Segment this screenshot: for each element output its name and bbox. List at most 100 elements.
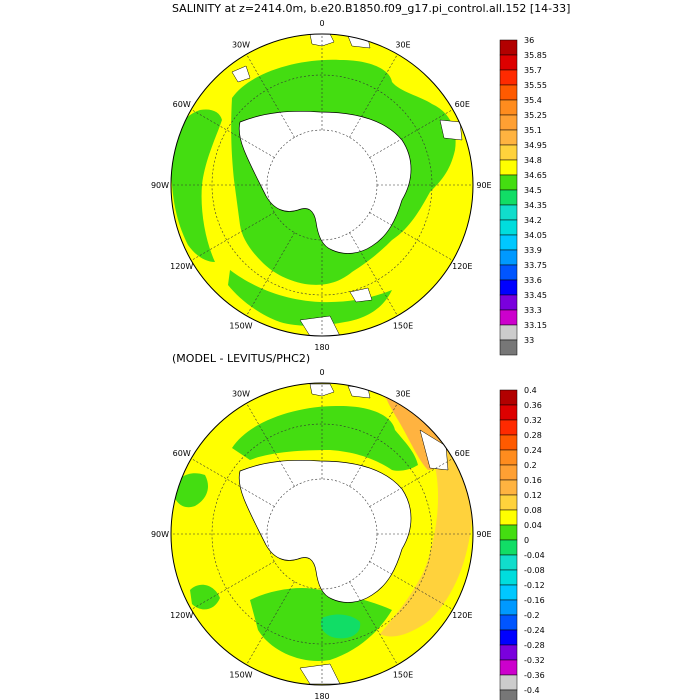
colorbar-label: 33 — [524, 336, 534, 345]
colorbar-label: 35.25 — [524, 111, 547, 120]
colorbar-swatch — [499, 144, 518, 161]
longitude-label: 150W — [229, 321, 252, 330]
colorbar-label: 0.36 — [524, 401, 542, 410]
colorbar-label: 34.05 — [524, 231, 547, 240]
colorbar-label: 35.55 — [524, 81, 547, 90]
longitude-labels: 0 30E 60E 90E 120E 150E 180 150W 120W 90W 60W 30W — [151, 368, 492, 700]
longitude-label: 120W — [170, 611, 193, 620]
teal-diff-region — [320, 614, 361, 639]
longitude-label: 120W — [170, 262, 193, 271]
colorbar-label: 0.16 — [524, 476, 542, 485]
colorbar-swatch — [499, 174, 518, 191]
colorbar-swatch — [499, 159, 518, 176]
longitude-labels: 0 30E 60E 90E 120E 150E 180 150W 120W 90W 60W 30W — [151, 19, 492, 352]
map-border — [170, 382, 474, 686]
colorbar-label: -0.16 — [524, 596, 545, 605]
colorbar-swatch — [499, 494, 518, 511]
meridian-line — [191, 561, 275, 610]
difference-colorbar: 0.4 0.36 0.32 0.28 0.24 0.2 0.16 0.12 0.08 0.04 0 -… — [499, 386, 545, 700]
colorbar-swatch — [499, 204, 518, 221]
colorbar-swatch — [499, 584, 518, 601]
longitude-label: 120E — [452, 611, 472, 620]
colorbar-swatch — [499, 419, 518, 436]
meridian-line — [369, 458, 453, 507]
colorbar-swatch — [499, 689, 518, 700]
meridian-line — [246, 581, 295, 665]
colorbar-label: 0 — [524, 536, 529, 545]
meridian-line — [349, 581, 398, 665]
meridian-line — [246, 54, 295, 138]
colorbar-swatch — [499, 84, 518, 101]
colorbar-swatch — [499, 479, 518, 496]
longitude-label: 60E — [455, 449, 470, 458]
colorbar-label: 33.6 — [524, 276, 542, 285]
colorbar-label: 35.4 — [524, 96, 542, 105]
difference-map: 0 30E 60E 90E 120E 150E 180 150W 120W 90W 60W 30W — [151, 368, 492, 700]
meridian-line — [246, 403, 295, 487]
colorbar-swatch — [499, 659, 518, 676]
colorbar-swatch — [499, 554, 518, 571]
longitude-label: 90W — [151, 530, 169, 539]
colorbar-label: 0.2 — [524, 461, 537, 470]
colorbar-label: -0.24 — [524, 626, 545, 635]
colorbar-label: 33.15 — [524, 321, 547, 330]
colorbar-swatch — [499, 99, 518, 116]
longitude-label: 90W — [151, 181, 169, 190]
meridians — [171, 34, 473, 336]
colorbar-swatch — [499, 599, 518, 616]
colorbar-swatch — [499, 539, 518, 556]
salinity-map: 0 30E 60E 90E 120E 150E 180 150W 120W 90W 60W 30W — [151, 19, 492, 352]
green-lower-band — [228, 270, 392, 326]
meridian-line — [246, 232, 295, 316]
colorbar-label: -0.32 — [524, 656, 545, 665]
meridian-line — [349, 232, 398, 316]
colorbar-label: 34.35 — [524, 201, 547, 210]
colorbar-label: 34.2 — [524, 216, 542, 225]
meridian-line — [191, 458, 275, 507]
colorbar-swatch — [499, 434, 518, 451]
colorbar-label: 33.75 — [524, 261, 547, 270]
colorbar-swatch — [499, 339, 518, 356]
colorbar-label: 34.95 — [524, 141, 547, 150]
map-border — [170, 33, 474, 337]
colorbar-swatch — [499, 114, 518, 131]
colorbar-label: -0.36 — [524, 671, 545, 680]
longitude-label: 30E — [395, 41, 410, 50]
colorbar-label: 0.4 — [524, 386, 537, 395]
colorbar-swatch — [499, 614, 518, 631]
colorbar-swatch — [499, 389, 518, 406]
colorbar-swatch — [499, 509, 518, 526]
colorbar-label: -0.4 — [524, 686, 540, 695]
longitude-label: 30W — [232, 390, 250, 399]
longitude-label: 60W — [173, 449, 191, 458]
panel2-title: (MODEL - LEVITUS/PHC2) — [172, 352, 311, 365]
land-patch — [231, 34, 463, 336]
colorbar-swatch — [499, 644, 518, 661]
colorbar-label: 0.32 — [524, 416, 542, 425]
colorbar-label: 34.5 — [524, 186, 542, 195]
colorbar-swatch — [499, 189, 518, 206]
colorbar-swatch — [499, 309, 518, 326]
antarctica — [238, 110, 412, 254]
colorbar-swatch — [499, 279, 518, 296]
colorbar-label: 33.3 — [524, 306, 542, 315]
longitude-label: 180 — [314, 343, 329, 352]
longitude-label: 150E — [393, 321, 413, 330]
longitude-label: 60E — [455, 100, 470, 109]
colorbar-label: 0.04 — [524, 521, 542, 530]
colorbar-swatch — [499, 629, 518, 646]
colorbar-swatch — [499, 464, 518, 481]
colorbar-label: 34.8 — [524, 156, 542, 165]
longitude-label: 60W — [173, 100, 191, 109]
colorbar-label: 35.7 — [524, 66, 542, 75]
colorbar-label: 0.08 — [524, 506, 542, 515]
green-diff-region — [232, 405, 418, 471]
colorbar-swatch — [499, 524, 518, 541]
antarctica — [238, 459, 412, 603]
colorbar-swatch — [499, 404, 518, 421]
colorbar-label: 0.28 — [524, 431, 542, 440]
colorbar-label: 0.12 — [524, 491, 542, 500]
colorbar-swatch — [499, 129, 518, 146]
panel1-title: SALINITY at z=2414.0m, b.e20.B1850.f09_g… — [172, 2, 571, 15]
colorbar-label: 35.85 — [524, 51, 547, 60]
